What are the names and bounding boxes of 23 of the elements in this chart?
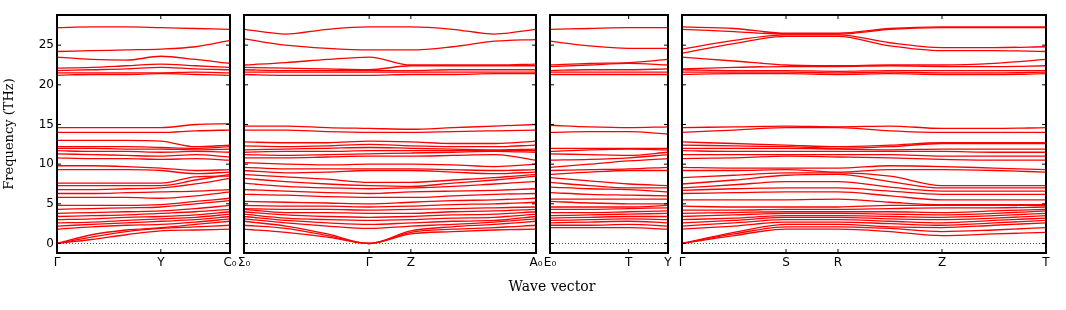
x-tick-label: S — [782, 255, 790, 270]
x-tick-label: Σ₀ — [237, 255, 251, 270]
x-tick-label: T — [1041, 255, 1051, 270]
x-tick-label: Z — [937, 255, 947, 270]
y-tick-label: 0 — [46, 235, 54, 250]
y-tick-label: 15 — [38, 116, 54, 131]
y-tick-label: 20 — [38, 76, 54, 91]
x-axis-title: Wave vector — [507, 278, 597, 294]
y-tick-label: 10 — [38, 156, 54, 171]
x-tick-label: E₀ — [543, 255, 557, 270]
x-tick-label: Z — [406, 255, 415, 270]
x-tick-label: Y — [156, 255, 166, 270]
y-tick-label: 25 — [38, 37, 54, 52]
x-tick-label: Γ — [678, 255, 686, 270]
x-tick-label: C₀ — [223, 255, 237, 270]
x-tick-label: A₀ — [529, 255, 543, 270]
x-tick-label: Y — [663, 255, 673, 270]
x-tick-label: T — [623, 255, 633, 270]
x-tick-label: Γ — [53, 255, 61, 270]
x-tick-label: Γ — [365, 255, 373, 270]
x-tick-label: R — [833, 255, 843, 270]
y-axis-title: Frequency (THz) — [1, 78, 17, 190]
y-tick-label: 5 — [46, 195, 54, 210]
